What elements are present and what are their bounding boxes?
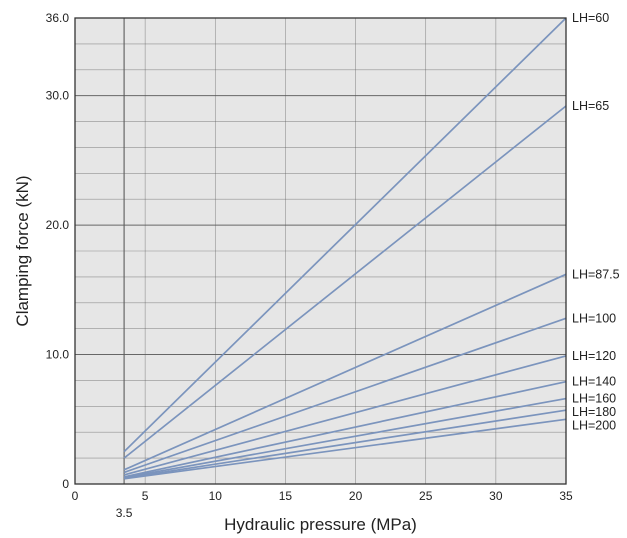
plot-frame [74,17,567,485]
series-line-2 [123,273,567,471]
tick-labels: 0 5 10 15 20 25 30 35 3.5 0 10.0 20.0 30.0 36.0 [46,11,573,520]
x-tick-label: 5 [142,489,149,503]
y-tick-label: 0 [62,477,69,491]
series-line-3 [123,317,567,474]
x-tick-label: 0 [72,489,79,503]
series-line-8 [123,418,567,480]
x-tick-label: 35 [559,489,573,503]
series-line-1 [123,105,567,459]
y-tick-label: 30.0 [46,89,70,103]
series-line-7 [123,409,567,480]
x-tick-label: 10 [209,489,223,503]
series-label-8: LH=200 [572,419,616,433]
y-axis-title: Clamping force (kN) [13,175,32,326]
series-line-5 [123,380,567,478]
series-label-2: LH=87.5 [572,267,620,281]
series-label-6: LH=160 [572,392,616,406]
series-line-0 [123,17,567,453]
series-line-6 [123,397,567,479]
x-tick-label: 20 [349,489,363,503]
series-label-5: LH=140 [572,375,616,389]
y-tick-label: 10.0 [46,348,70,362]
series-lines [123,17,567,480]
x-tick-label: 15 [279,489,293,503]
y-tick-label: 36.0 [46,11,70,25]
series-label-3: LH=100 [572,311,616,325]
x-axis-title: Hydraulic pressure (MPa) [224,515,417,534]
y-tick-label: 20.0 [46,218,70,232]
series-label-4: LH=120 [572,349,616,363]
x-tick-label: 25 [419,489,433,503]
series-label-0: LH=60 [572,11,609,25]
series-labels: LH=60 LH=65 LH=87.5 LH=100 LH=120 LH=140 LH=16… [572,11,620,433]
x-tick-label-extra: 3.5 [116,506,133,520]
series-label-7: LH=180 [572,405,616,419]
series-label-1: LH=65 [572,99,609,113]
x-tick-label: 30 [489,489,503,503]
series-line-4 [123,355,567,476]
gridlines [75,18,566,484]
